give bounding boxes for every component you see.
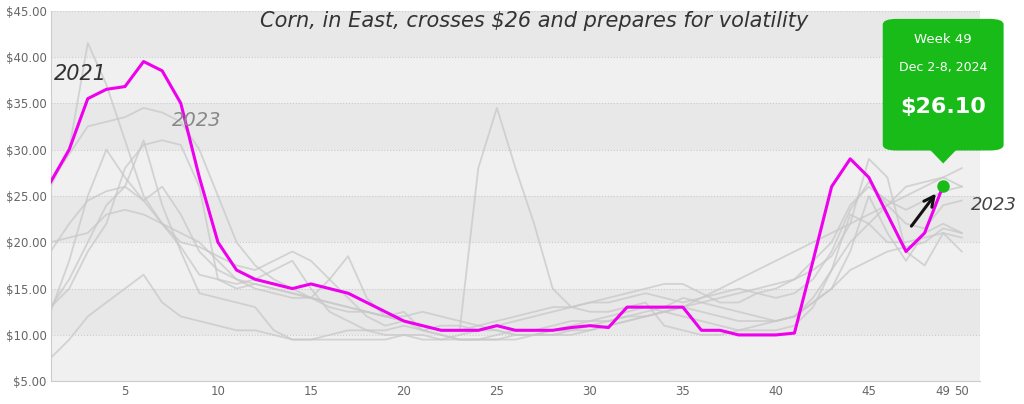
Text: $26.10: $26.10: [900, 97, 986, 116]
Text: Week 49: Week 49: [914, 33, 972, 46]
Bar: [50, 149, 980, 196]
Text: Dec 2-8, 2024: Dec 2-8, 2024: [899, 61, 987, 74]
Polygon shape: [921, 140, 966, 164]
Bar: [50, 103, 980, 149]
Bar: [50, 196, 980, 242]
Bar: [50, 288, 980, 335]
Bar: [50, 335, 980, 381]
Text: Corn, in East, crosses $26 and prepares for volatility: Corn, in East, crosses $26 and prepares …: [260, 11, 808, 31]
Bar: [50, 57, 980, 103]
Bar: [50, 11, 980, 57]
Text: 2023: 2023: [171, 112, 221, 130]
Text: 2021: 2021: [54, 64, 108, 84]
Bar: [50, 242, 980, 288]
FancyBboxPatch shape: [883, 19, 1004, 151]
Text: 2023: 2023: [971, 196, 1017, 214]
